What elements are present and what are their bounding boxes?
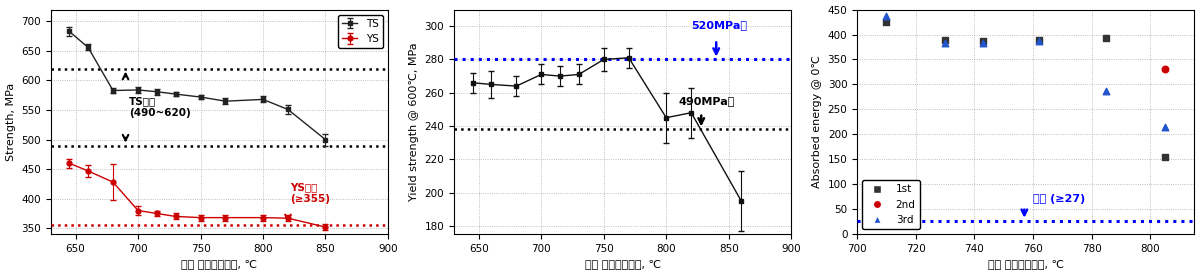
Y-axis label: Absorbed energy @ 0℃: Absorbed energy @ 0℃	[812, 56, 822, 188]
Point	[973, 38, 992, 43]
Y-axis label: Yield strength @ 600℃, MPa: Yield strength @ 600℃, MPa	[409, 43, 419, 201]
Point	[1156, 125, 1175, 129]
Text: YS목표
(≥355): YS목표 (≥355)	[290, 182, 330, 204]
X-axis label: 수냉 냉각종료온도, ℃: 수냉 냉각종료온도, ℃	[181, 259, 257, 270]
Point	[973, 41, 992, 45]
Text: 520MPa급: 520MPa급	[691, 20, 748, 29]
Legend: TS, YS: TS, YS	[337, 15, 383, 48]
Point	[1097, 36, 1116, 40]
Point	[1030, 37, 1049, 42]
Text: TS목표
(490~620): TS목표 (490~620)	[130, 96, 191, 118]
Legend: 1st, 2nd, 3rd: 1st, 2nd, 3rd	[863, 180, 919, 229]
Point	[936, 37, 955, 42]
Point	[877, 20, 896, 24]
Point	[1156, 155, 1175, 159]
Point	[1030, 39, 1049, 43]
Y-axis label: Strength, MPa: Strength, MPa	[6, 83, 16, 161]
Text: 490MPa급: 490MPa급	[679, 96, 736, 106]
Point	[1156, 67, 1175, 72]
X-axis label: 수냉 냉각종료온도, ℃: 수냉 냉각종료온도, ℃	[584, 259, 660, 270]
Point	[936, 41, 955, 46]
X-axis label: 수냉 냉각종료온도, ℃: 수냉 냉각종료온도, ℃	[988, 259, 1063, 270]
Text: 목표 (≥27): 목표 (≥27)	[1033, 194, 1085, 204]
Point	[1097, 89, 1116, 93]
Point	[877, 14, 896, 18]
